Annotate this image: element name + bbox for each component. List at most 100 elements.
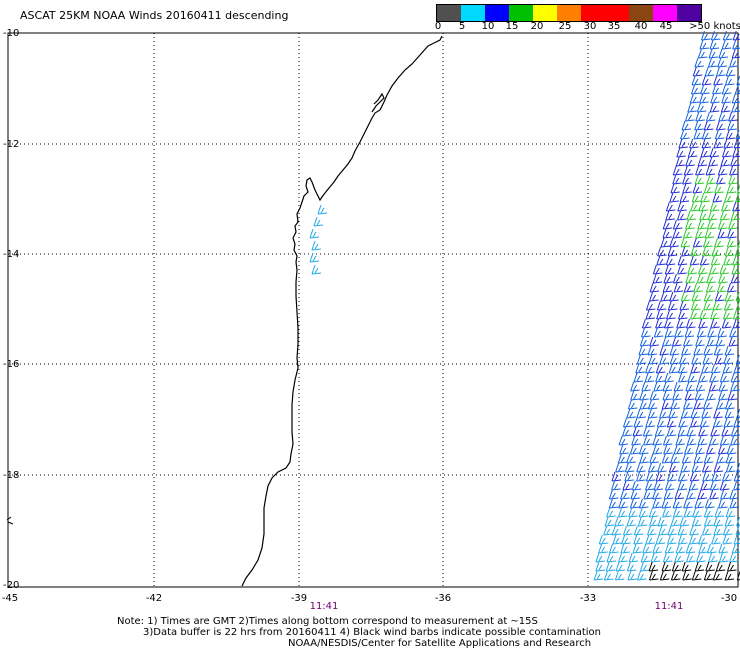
wind-barb <box>716 453 726 464</box>
wind-barb <box>708 156 718 167</box>
wind-barb <box>721 201 731 212</box>
wind-barb <box>685 543 696 554</box>
wind-barb <box>681 561 692 572</box>
wind-barb <box>680 237 691 248</box>
wind-barb <box>659 354 669 365</box>
wind-barb <box>670 453 680 464</box>
wind-barb <box>659 408 669 419</box>
wind-barb <box>657 462 667 473</box>
wind-barb <box>639 561 650 572</box>
wind-barb <box>719 480 730 491</box>
wind-barb <box>729 498 740 509</box>
wind-barb <box>730 381 740 392</box>
wind-barb <box>706 336 717 347</box>
wind-barb <box>595 561 605 572</box>
wind-barb <box>662 282 673 293</box>
wind-barb <box>663 489 674 500</box>
wind-barb <box>698 426 708 437</box>
wind-barb <box>709 147 720 158</box>
wind-barb <box>609 543 619 554</box>
wind-barb <box>667 525 677 536</box>
wind-barb <box>735 192 740 203</box>
wind-barb <box>677 480 688 491</box>
wind-barb <box>643 489 653 500</box>
wind-barb <box>711 534 721 545</box>
wind-barb <box>652 498 662 509</box>
wind-barb <box>611 525 622 536</box>
wind-barb <box>693 129 703 140</box>
wind-barb <box>732 255 740 266</box>
wind-barb <box>714 237 724 248</box>
wind-barb <box>733 534 740 545</box>
wind-barb <box>679 300 689 311</box>
wind-barb <box>685 318 696 329</box>
wind-barb <box>658 525 668 536</box>
wind-barb <box>701 462 712 473</box>
wind-barb <box>662 228 673 239</box>
wind-barb <box>593 570 604 581</box>
wind-barb <box>701 408 711 419</box>
wind-barb <box>675 156 686 167</box>
wind-barb <box>693 453 704 464</box>
wind-barb <box>710 30 721 41</box>
wind-barb <box>680 291 691 302</box>
wind-barb <box>692 183 703 194</box>
wind-barb <box>706 543 717 554</box>
wind-barb <box>670 399 681 410</box>
wind-barb <box>696 102 707 113</box>
wind-barb <box>693 345 703 356</box>
wind-barb <box>681 453 692 464</box>
wind-barb <box>712 84 722 95</box>
wind-barb <box>692 66 703 77</box>
time-label-left: 11:41 <box>309 601 339 612</box>
wind-barb <box>660 237 671 248</box>
wind-barb <box>630 390 640 401</box>
colorbar-label: 45 <box>659 21 673 32</box>
wind-barb <box>689 138 699 149</box>
longitude-label: -45 <box>1 593 19 604</box>
wind-barb <box>727 228 737 239</box>
wind-barb <box>673 444 684 455</box>
wind-barb <box>659 570 670 581</box>
wind-barb <box>733 138 740 149</box>
wind-barb <box>694 390 705 401</box>
wind-barb <box>654 426 665 437</box>
wind-barb <box>668 462 679 473</box>
wind-barb <box>653 381 663 392</box>
wind-barb <box>719 372 730 383</box>
wind-barb <box>696 327 707 338</box>
wind-barb <box>672 507 683 518</box>
wind-barb <box>712 192 723 203</box>
longitude-label: -30 <box>720 593 738 604</box>
wind-barb <box>645 417 655 428</box>
wind-barb <box>649 390 660 401</box>
wind-barb <box>700 480 710 491</box>
wind-barb <box>727 561 737 572</box>
wind-barb <box>669 192 679 203</box>
wind-barb <box>701 129 712 140</box>
wind-barb <box>689 255 700 266</box>
wind-barb <box>681 120 692 131</box>
wind-barb <box>698 318 708 329</box>
wind-barb <box>689 471 700 482</box>
wind-barb <box>667 300 678 311</box>
wind-barb <box>611 471 622 482</box>
wind-barb <box>716 399 726 410</box>
wind-barb <box>690 417 700 428</box>
wind-barb <box>720 156 731 167</box>
wind-barb <box>669 345 680 356</box>
wind-barb <box>708 381 719 392</box>
latitude-label: -14 <box>3 249 20 260</box>
wind-barb <box>732 147 740 158</box>
wind-barb <box>641 327 651 338</box>
wind-barb <box>718 543 728 554</box>
wind-barb <box>656 300 667 311</box>
wind-barb <box>684 444 694 455</box>
wind-barb <box>723 255 733 266</box>
longitude-label: -42 <box>145 593 163 604</box>
note-line-2: 3)Data buffer is 22 hrs from 20160411 4)… <box>143 627 601 638</box>
wind-barb <box>605 561 616 572</box>
wind-barb <box>672 219 683 230</box>
wind-barb <box>692 507 702 518</box>
